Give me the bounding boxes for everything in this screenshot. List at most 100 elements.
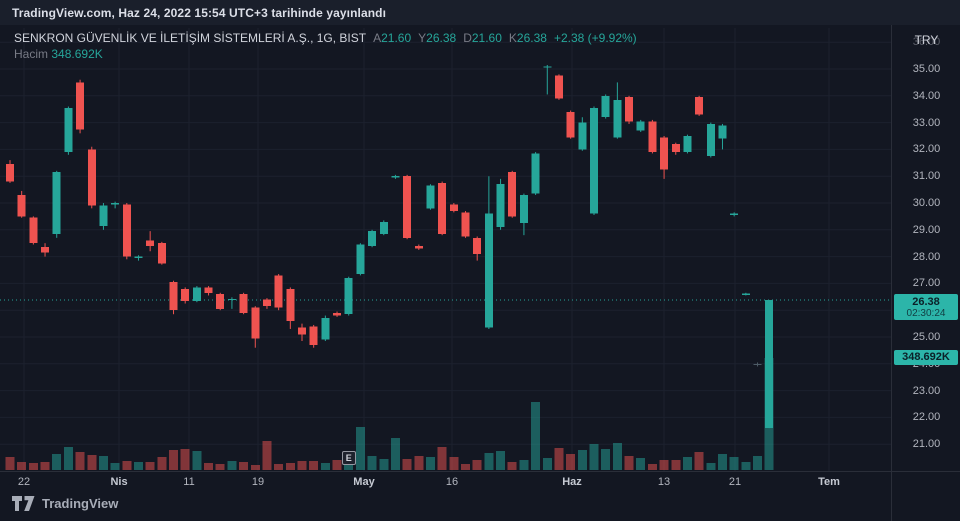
candle-body (29, 217, 38, 244)
volume-value: 348.692K (51, 47, 103, 61)
volume-bar (75, 452, 85, 470)
price-tick-label: 36.00 (912, 36, 941, 49)
volume-bar (589, 444, 599, 470)
candle-body (181, 288, 190, 301)
candle-body (52, 172, 61, 234)
candle (227, 297, 236, 309)
price-tick-label: 22.00 (912, 411, 941, 424)
volume-bar (169, 449, 179, 470)
candle-body (636, 121, 645, 131)
close-value: 26.38 (516, 31, 547, 45)
volume-legend[interactable]: Hacim 348.692K (14, 46, 103, 62)
candle (64, 106, 73, 155)
candle (181, 287, 190, 304)
volume-bar (636, 457, 646, 470)
price-chart-canvas[interactable] (0, 0, 891, 471)
grid-layer (0, 28, 891, 471)
candle (554, 74, 563, 100)
time-axis[interactable]: 22 Nis 11 19 May 16 Haz 13 21 Tem (0, 471, 960, 492)
volume-bar (274, 463, 284, 470)
candle-body (17, 194, 26, 217)
candle (438, 181, 447, 236)
candle (41, 243, 50, 257)
volume-bar (17, 462, 27, 470)
candle (484, 176, 493, 329)
volume-bar (647, 463, 657, 470)
high-value: 26.38 (426, 31, 457, 45)
candle-body (426, 185, 435, 209)
volume-bar (519, 460, 529, 470)
candle-body (344, 278, 353, 315)
open-label: A (373, 31, 382, 45)
candle (601, 94, 610, 119)
candle-body (41, 247, 50, 253)
candle-body (414, 245, 423, 249)
candle-body (730, 213, 739, 216)
volume-bar (402, 459, 412, 470)
candle (76, 79, 85, 134)
volume-bar (63, 447, 73, 470)
volume-bar (461, 463, 471, 470)
volume-bar (133, 462, 143, 470)
candle (426, 184, 435, 210)
volume-bar (577, 449, 587, 470)
volume-bar (729, 456, 739, 470)
symbol-legend[interactable]: SENKRON GÜVENLİK VE İLETİŞİM SİSTEMLERİ … (14, 30, 637, 46)
volume-bar (192, 451, 202, 470)
volume-label: Hacim (14, 47, 49, 61)
candle-body (146, 240, 155, 246)
candle-body (531, 153, 540, 194)
tradingview-brand-text[interactable]: TradingView (42, 496, 119, 511)
candle (309, 324, 318, 348)
candle (473, 236, 482, 261)
candle-body (601, 95, 610, 118)
time-tick-label: 13 (657, 476, 671, 488)
candle-body (660, 137, 669, 170)
candle (286, 287, 295, 329)
candle-body (333, 312, 342, 316)
candle (730, 212, 739, 217)
chart-pane[interactable]: E (0, 0, 891, 471)
symbol-title[interactable]: SENKRON GÜVENLİK VE İLETİŞİM SİSTEMLERİ … (14, 31, 367, 45)
candle (17, 190, 26, 218)
volume-bar (659, 460, 669, 470)
candle (29, 216, 38, 245)
earnings-marker[interactable]: E (341, 451, 356, 465)
candle (706, 122, 715, 158)
volume-bar (215, 463, 225, 470)
candle (566, 110, 575, 139)
time-tick-label: 11 (183, 476, 195, 488)
time-tick-label: 21 (728, 476, 742, 488)
price-axis[interactable]: TRY 36.00 35.00 34.00 33.00 32.00 31.00 30.00 2… (891, 0, 960, 521)
volume-bar (28, 462, 38, 470)
volume-bar (332, 460, 342, 470)
candle (671, 142, 680, 155)
candle-body (309, 326, 318, 346)
volume-bar (52, 454, 62, 470)
volume-bar (297, 461, 307, 470)
candle-body (648, 121, 657, 153)
volume-bar (601, 448, 611, 470)
currency-label: TRY (914, 33, 939, 47)
candle-body (192, 287, 201, 301)
candle (578, 117, 587, 151)
candle (648, 119, 657, 154)
volume-bar (566, 454, 576, 470)
candle-body (379, 221, 388, 234)
volume-bar (764, 358, 774, 470)
volume-bar (717, 454, 727, 470)
candle-body (368, 231, 377, 246)
volume-bar (671, 460, 681, 470)
low-value: 21.60 (471, 31, 502, 45)
candle (496, 178, 505, 230)
volume-bar (449, 456, 459, 470)
candle-body (461, 212, 470, 237)
volume-layer (5, 358, 774, 470)
candle (262, 298, 271, 309)
time-tick-label: Nis (110, 476, 128, 488)
candle (391, 174, 400, 179)
volume-bar (694, 452, 704, 470)
volume-bar (122, 461, 132, 470)
tradingview-logo-icon[interactable] (12, 496, 35, 511)
candle (204, 286, 213, 296)
